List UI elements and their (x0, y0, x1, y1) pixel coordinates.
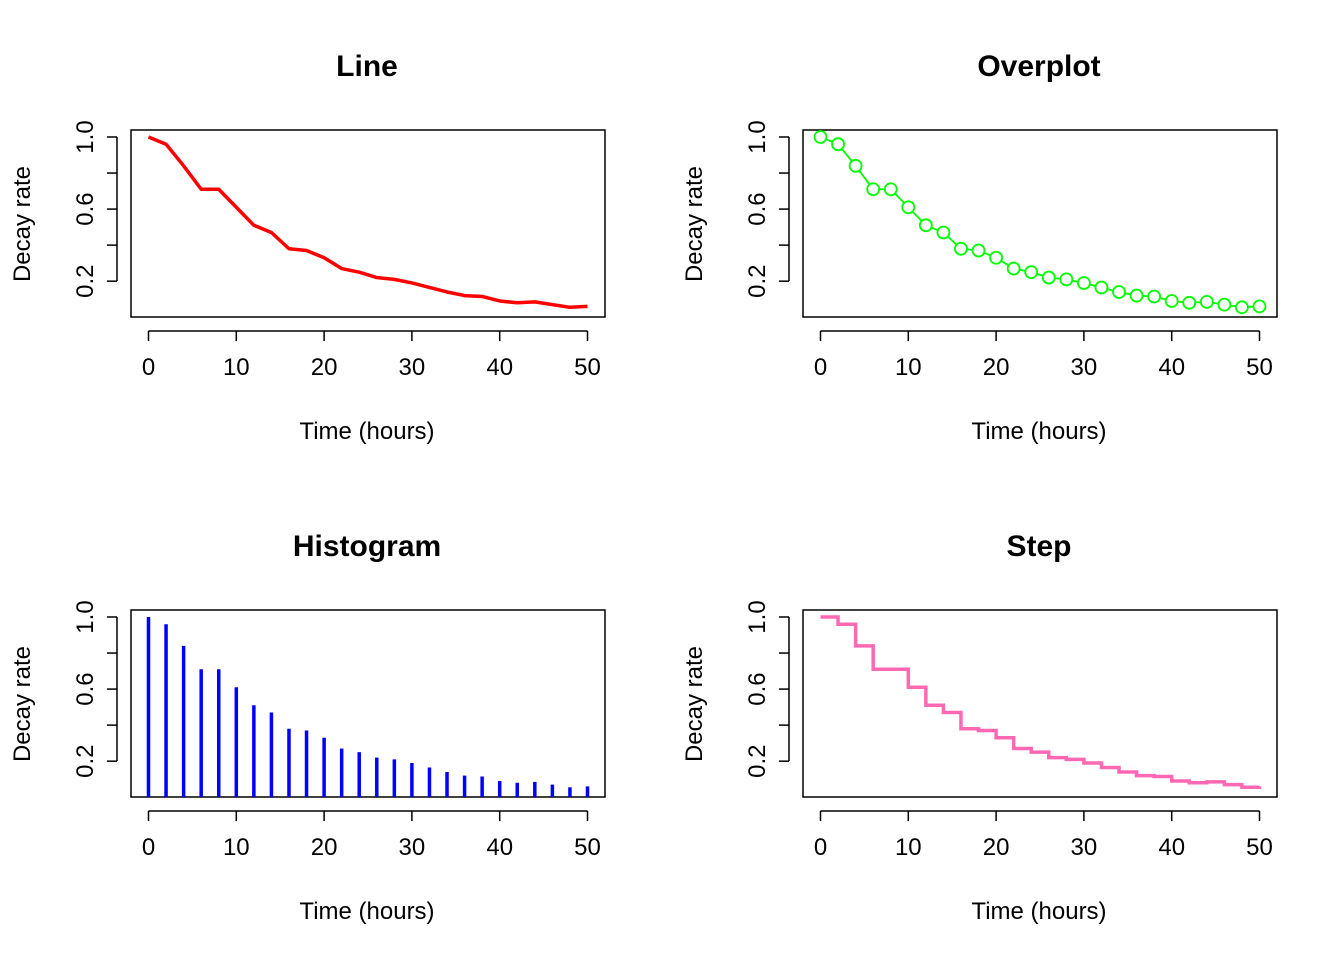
data-point (918, 218, 933, 233)
panel-title: Step (1006, 530, 1071, 563)
y-tick-label: 0.2 (72, 744, 99, 777)
data-point (1164, 294, 1179, 308)
x-tick-label: 10 (223, 834, 250, 861)
data-point (1182, 295, 1197, 310)
data-point (936, 225, 951, 240)
data-point (1252, 299, 1267, 314)
data-point (954, 241, 968, 256)
plot-frame (130, 129, 606, 318)
y-tick-label: 1.0 (744, 600, 771, 633)
data-point (1077, 276, 1091, 290)
x-tick-label: 0 (814, 834, 827, 861)
x-axis-label: Time (hours) (971, 418, 1106, 445)
x-tick-label: 30 (399, 834, 426, 861)
data-point (1147, 289, 1162, 304)
y-tick-label: 0.6 (72, 672, 99, 705)
data-point (1112, 285, 1126, 299)
y-tick-label: 0.2 (744, 264, 771, 297)
x-tick-label: 10 (895, 834, 922, 861)
panel-histogram: Histogram 0 10 20 30 40 50 0.2 0.6 1.0 Time (hours… (9, 530, 606, 925)
series-line (147, 135, 588, 310)
data-point (901, 200, 916, 215)
y-tick-label: 0.6 (744, 192, 771, 225)
x-tick-label: 50 (574, 834, 601, 861)
x-tick-label: 0 (814, 354, 827, 381)
panel-overplot: Overplot 0 10 20 30 40 50 0.2 0.6 1.0 Time (hours)… (681, 50, 1278, 445)
x-tick-label: 30 (1071, 354, 1098, 381)
data-point (989, 250, 1003, 265)
data-point (883, 182, 898, 197)
x-tick-label: 10 (223, 354, 250, 381)
y-tick-label: 1.0 (72, 120, 99, 153)
data-point (1041, 270, 1056, 285)
panel-title: Histogram (293, 530, 441, 563)
x-tick-label: 40 (1158, 354, 1185, 381)
x-axis-label: Time (hours) (299, 418, 434, 445)
data-point (1129, 288, 1144, 303)
panel-line: Line 0 10 20 30 40 50 0.2 0.6 1.0 Time (hours) Deca… (9, 50, 606, 445)
data-point (1235, 300, 1249, 315)
x-tick-label: 50 (574, 354, 601, 381)
panel-title: Line (336, 50, 398, 83)
x-tick-label: 10 (895, 354, 922, 381)
plot-frame (130, 609, 606, 798)
x-tick-label: 40 (486, 834, 513, 861)
data-point (1094, 280, 1109, 295)
x-tick-label: 20 (311, 834, 338, 861)
data-point (831, 137, 845, 152)
x-tick-label: 20 (983, 354, 1010, 381)
y-axis-label: Decay rate (681, 646, 708, 762)
x-tick-label: 30 (399, 354, 426, 381)
plot-frame (802, 129, 1278, 318)
data-point (1059, 272, 1074, 287)
x-tick-label: 40 (1158, 834, 1185, 861)
data-point (1217, 297, 1232, 312)
x-tick-label: 50 (1246, 354, 1273, 381)
data-point (866, 182, 881, 197)
y-axis-label: Decay rate (9, 646, 36, 762)
data-point (971, 243, 986, 258)
data-point (1199, 294, 1214, 309)
y-tick-label: 0.6 (72, 192, 99, 225)
y-tick-label: 1.0 (744, 120, 771, 153)
data-point (848, 158, 863, 173)
panel-title: Overplot (977, 50, 1100, 83)
x-tick-label: 20 (311, 354, 338, 381)
x-axis-label: Time (hours) (299, 898, 434, 925)
x-tick-label: 0 (142, 834, 155, 861)
y-tick-label: 0.2 (72, 264, 99, 297)
plot-frame (802, 609, 1278, 798)
x-tick-label: 0 (142, 354, 155, 381)
data-point (1024, 265, 1039, 280)
data-point (813, 130, 828, 144)
x-tick-label: 40 (486, 354, 513, 381)
y-tick-label: 0.2 (744, 744, 771, 777)
y-tick-label: 0.6 (744, 672, 771, 705)
series-line (820, 136, 1260, 309)
x-tick-label: 30 (1071, 834, 1098, 861)
step-line (820, 615, 1262, 790)
y-tick-label: 1.0 (72, 600, 99, 633)
y-axis-label: Decay rate (681, 166, 708, 282)
panel-step: Step 0 10 20 30 40 50 0.2 0.6 1.0 Time (hours) Deca… (681, 530, 1278, 925)
x-axis-label: Time (hours) (971, 898, 1106, 925)
y-axis-label: Decay rate (9, 166, 36, 282)
x-tick-label: 50 (1246, 834, 1273, 861)
x-tick-label: 20 (983, 834, 1010, 861)
data-point (1006, 261, 1021, 276)
